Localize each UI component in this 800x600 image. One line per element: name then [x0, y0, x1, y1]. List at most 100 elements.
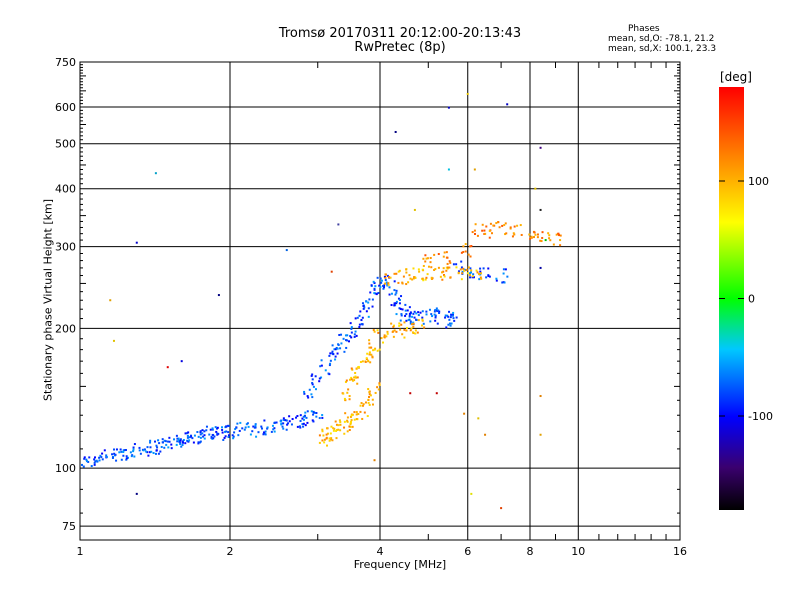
data-point	[404, 314, 407, 317]
data-point	[412, 322, 415, 325]
data-point	[552, 243, 555, 246]
data-point	[111, 456, 114, 459]
data-point	[298, 425, 301, 428]
data-point	[319, 365, 322, 368]
data-point	[384, 277, 387, 280]
data-point	[188, 439, 191, 442]
data-point	[474, 233, 477, 236]
data-point	[383, 334, 386, 337]
x-tick-label: 10	[571, 545, 585, 558]
data-point	[373, 292, 376, 295]
data-point	[393, 280, 396, 283]
data-point	[367, 360, 370, 363]
data-point	[528, 233, 531, 236]
x-tick-label: 8	[527, 545, 534, 558]
data-point	[88, 456, 91, 459]
data-point	[362, 403, 365, 406]
data-point	[389, 276, 392, 279]
data-point	[541, 231, 544, 234]
data-point	[516, 224, 519, 227]
x-tick-label: 16	[673, 545, 687, 558]
outlier-point	[477, 417, 480, 420]
data-point	[358, 323, 361, 326]
data-point	[311, 383, 314, 386]
data-point	[318, 417, 321, 420]
data-point	[373, 282, 376, 285]
data-point	[392, 335, 395, 338]
data-point	[261, 427, 264, 430]
data-point	[382, 284, 385, 287]
data-point	[199, 433, 202, 436]
data-point	[333, 348, 336, 351]
data-point	[253, 426, 256, 429]
data-point	[353, 411, 356, 414]
data-point	[348, 425, 351, 428]
outlier-point	[506, 103, 509, 106]
y-tick-label: 400	[55, 183, 76, 196]
data-point	[282, 417, 285, 420]
outlier-point	[409, 392, 412, 395]
data-point	[224, 430, 227, 433]
data-point	[306, 395, 309, 398]
data-point	[296, 415, 299, 418]
data-point	[365, 357, 368, 360]
data-point	[353, 333, 356, 336]
data-point	[272, 428, 275, 431]
data-point	[367, 398, 370, 401]
data-point	[449, 316, 452, 319]
data-point	[342, 337, 345, 340]
data-point	[470, 269, 473, 272]
data-point	[471, 276, 474, 279]
data-point	[205, 425, 208, 428]
data-point	[377, 388, 380, 391]
data-point	[346, 416, 349, 419]
data-point	[397, 281, 400, 284]
data-point	[255, 435, 258, 438]
data-point	[361, 316, 364, 319]
data-point	[98, 459, 101, 462]
data-point	[434, 309, 437, 312]
data-point	[482, 267, 485, 270]
data-point	[111, 453, 114, 456]
data-point	[94, 460, 97, 463]
data-point	[501, 281, 504, 284]
data-point	[455, 266, 458, 269]
data-point	[367, 315, 370, 318]
data-point	[154, 440, 157, 443]
data-point	[227, 436, 230, 439]
data-point	[306, 421, 309, 424]
y-tick-label: 750	[55, 56, 76, 69]
outlier-point	[112, 339, 115, 342]
data-point	[356, 316, 359, 319]
data-point	[318, 377, 321, 380]
data-point	[333, 427, 336, 430]
data-point	[400, 323, 403, 326]
data-point	[148, 451, 151, 454]
outlier-point	[285, 249, 288, 252]
data-point	[302, 422, 305, 425]
data-point	[307, 396, 310, 399]
data-point	[400, 314, 403, 317]
data-point	[410, 327, 413, 330]
data-point	[335, 428, 338, 431]
data-point	[225, 430, 228, 433]
colorbar-tick-label: 100	[748, 175, 769, 188]
outlier-point	[447, 168, 450, 171]
data-point	[337, 428, 340, 431]
data-point	[346, 334, 349, 337]
data-point	[451, 314, 454, 317]
data-point	[302, 425, 305, 428]
outlier-point	[544, 239, 547, 242]
data-point	[163, 439, 166, 442]
data-point	[419, 311, 422, 314]
data-point	[138, 449, 141, 452]
data-point	[345, 379, 348, 382]
data-point	[428, 308, 431, 311]
data-point	[101, 452, 104, 455]
data-point	[324, 369, 327, 372]
data-point	[548, 234, 551, 237]
data-point	[178, 440, 181, 443]
data-point	[350, 336, 353, 339]
data-point	[449, 261, 452, 264]
data-point	[264, 430, 267, 433]
